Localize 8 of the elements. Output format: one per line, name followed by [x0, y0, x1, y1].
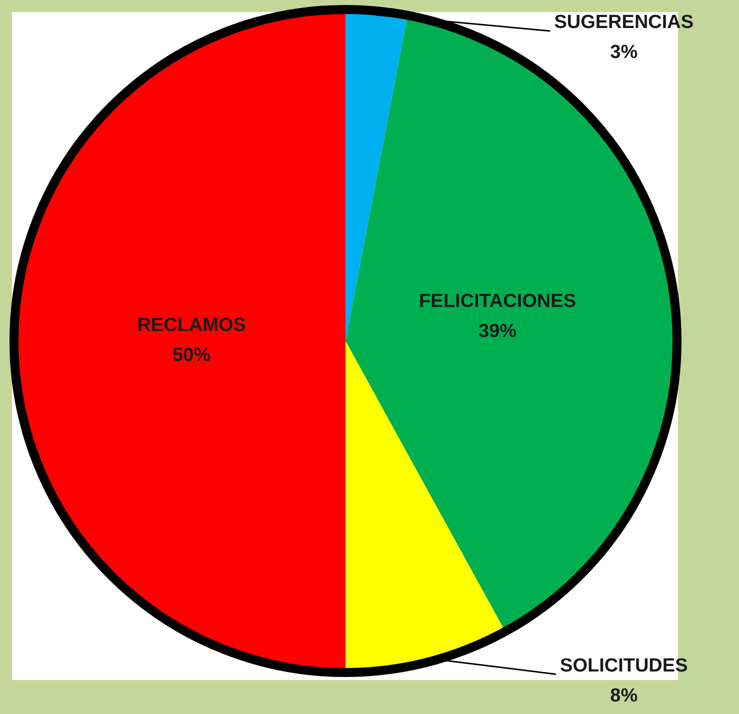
slice-label: FELICITACIONES [419, 291, 576, 312]
data-label: 3% [610, 42, 638, 64]
data-label: 50% [172, 345, 211, 366]
data-label: 39% [478, 321, 517, 342]
data-label: 8% [610, 685, 638, 706]
slice-label: SOLICITUDES [560, 655, 688, 676]
slice-label: RECLAMOS [137, 315, 246, 336]
slice-label: SUGERENCIAS [554, 12, 694, 34]
